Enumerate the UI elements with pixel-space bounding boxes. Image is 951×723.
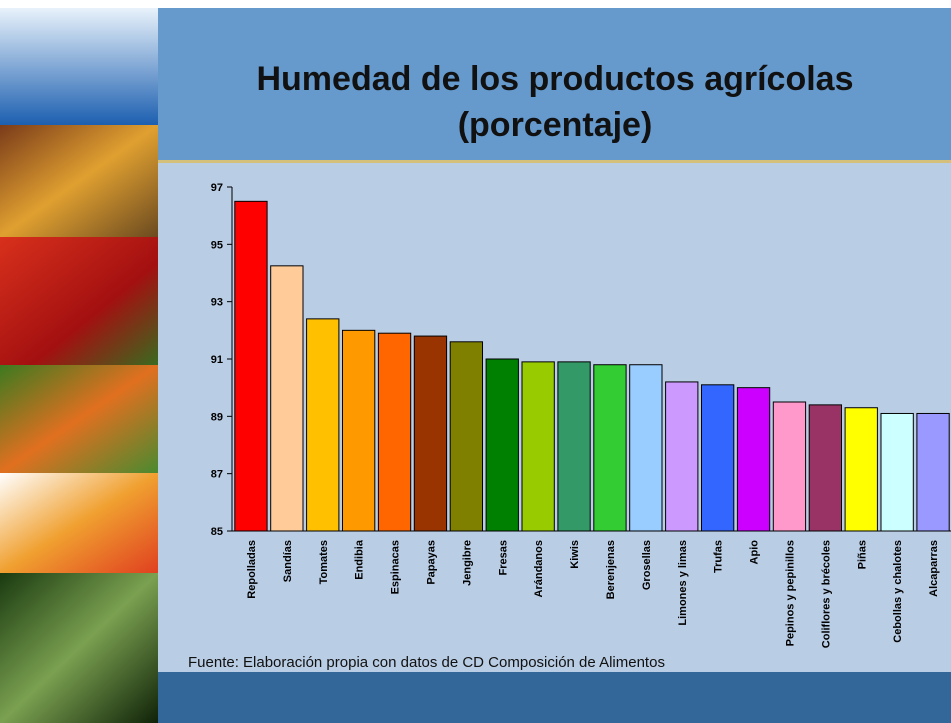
y-tick-label: 97	[211, 182, 223, 194]
x-tick-label: Berenjenas	[605, 540, 617, 599]
bar	[666, 382, 698, 531]
x-tick-label: Kiwis	[569, 540, 581, 569]
chart-title: Humedad de los productos agrícolas	[256, 60, 853, 98]
x-tick-label: Apio	[749, 540, 761, 565]
x-tick-label: Trufas	[713, 540, 725, 573]
x-tick-label: Limones y limas	[677, 540, 689, 626]
photo-vegetables	[0, 365, 158, 473]
x-tick-label: Sandías	[282, 540, 294, 582]
footer-band	[158, 672, 951, 723]
x-tick-label: Repolladas	[246, 540, 258, 599]
x-tick-label: Jengibre	[461, 540, 473, 586]
x-tick-label: Cebollas y chalotes	[892, 540, 904, 643]
bar	[378, 333, 410, 531]
y-tick-label: 87	[211, 469, 223, 481]
bar	[342, 330, 374, 531]
source-note: Fuente: Elaboración propia con datos de …	[188, 654, 665, 671]
bar	[486, 359, 518, 531]
photo-water	[0, 8, 158, 125]
x-tick-label: Coliflores y brécoles	[820, 540, 832, 648]
bar	[307, 319, 339, 531]
photo-market	[0, 125, 158, 237]
x-tick-label: Arándanos	[533, 540, 545, 597]
bar	[235, 201, 267, 531]
y-tick-label: 93	[211, 297, 223, 309]
bar	[809, 405, 841, 531]
x-tick-label: Endibia	[354, 539, 366, 580]
x-tick-label: Pepinos y pepinillos	[784, 540, 796, 646]
photo-fruits	[0, 473, 158, 573]
x-tick-label: Fresas	[497, 540, 509, 575]
divider	[158, 160, 951, 163]
bar	[594, 365, 626, 531]
y-tick-label: 95	[211, 239, 223, 251]
bar	[917, 413, 949, 531]
bar	[271, 266, 303, 531]
bar	[881, 413, 913, 531]
slide: Humedad de los productos agrícolas (porc…	[0, 0, 951, 723]
y-tick-label: 89	[211, 411, 223, 423]
bar	[845, 408, 877, 531]
x-tick-label: Alcaparras	[928, 540, 940, 597]
bar	[522, 362, 554, 531]
x-tick-label: Papayas	[425, 540, 437, 585]
x-tick-label: Espinacas	[390, 540, 402, 594]
bar	[701, 385, 733, 531]
chart-subtitle: (porcentaje)	[458, 106, 653, 144]
y-tick-label: 91	[211, 354, 223, 366]
bar	[773, 402, 805, 531]
x-tick-label: Tomates	[318, 540, 330, 584]
x-tick-label: Piñas	[856, 540, 868, 569]
y-tick-label: 85	[211, 526, 223, 538]
photo-drop	[0, 573, 158, 723]
bar	[737, 388, 769, 531]
bar	[450, 342, 482, 531]
bar	[414, 336, 446, 531]
x-tick-label: Grosellas	[641, 540, 653, 590]
bar	[630, 365, 662, 531]
chart: Humedad de los productos agrícolas (porc…	[0, 0, 951, 723]
bar	[558, 362, 590, 531]
photo-tomatoes	[0, 237, 158, 365]
